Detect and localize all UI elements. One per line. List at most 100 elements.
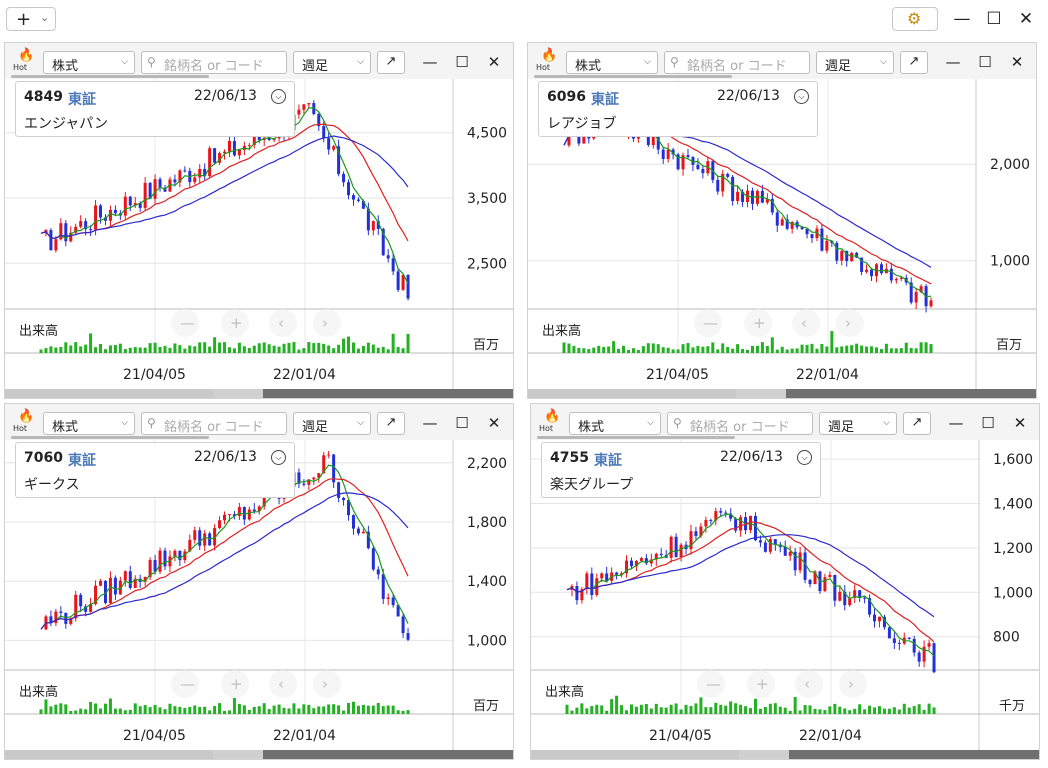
popout-button[interactable]: ↗ <box>377 51 405 74</box>
candle <box>731 176 735 202</box>
navigator-handle[interactable] <box>213 389 263 399</box>
candle <box>351 515 355 529</box>
symbol-code: 4849 <box>24 89 63 105</box>
hot-button[interactable]: 🔥 Hot <box>13 410 35 434</box>
navigator-handle[interactable] <box>736 389 786 399</box>
hot-button[interactable]: 🔥 Hot <box>13 49 35 73</box>
expand-icon[interactable]: ⌵ <box>271 450 286 465</box>
settings-button[interactable]: ⚙ <box>892 7 938 31</box>
popout-button[interactable]: ↗ <box>377 412 405 435</box>
zoom-out-button[interactable]: — <box>180 314 195 332</box>
symbol-search-input[interactable]: ⚲ 銘柄名 or コード <box>141 51 287 74</box>
panel-maximize-button[interactable]: ☐ <box>455 53 469 71</box>
candle <box>322 126 326 139</box>
volume-bar <box>790 348 794 353</box>
panel-minimize-button[interactable]: — <box>945 53 961 71</box>
volume-bar <box>361 704 365 714</box>
panel-close-button[interactable]: ✕ <box>1010 53 1024 71</box>
period-select[interactable]: 週足 ⌵ <box>816 51 894 74</box>
volume-bar <box>103 703 107 714</box>
panel-close-button[interactable]: ✕ <box>1013 414 1027 432</box>
expand-icon[interactable]: ⌵ <box>271 89 286 104</box>
horizontal-scrollbar[interactable] <box>11 436 209 439</box>
zoom-in-button[interactable]: + <box>230 675 243 693</box>
volume-bar <box>262 703 266 714</box>
candle <box>94 585 98 605</box>
panel-minimize-button[interactable]: — <box>948 414 964 432</box>
expand-icon[interactable]: ⌵ <box>797 450 812 465</box>
candle <box>788 551 792 556</box>
period-select[interactable]: 週足 ⌵ <box>293 51 371 74</box>
scroll-prev-button[interactable]: ‹ <box>278 675 284 693</box>
scroll-prev-button[interactable]: ‹ <box>278 314 284 332</box>
candle <box>193 177 197 183</box>
candle <box>863 597 867 599</box>
symbol-search-input[interactable]: ⚲ 銘柄名 or コード <box>667 412 813 435</box>
instrument-type-select[interactable]: 株式 ⌵ <box>43 412 135 435</box>
window-maximize-button[interactable]: ☐ <box>986 9 1002 29</box>
zoom-in-button[interactable]: + <box>753 314 766 332</box>
hot-button[interactable]: 🔥 Hot <box>536 49 558 73</box>
panel-close-button[interactable]: ✕ <box>487 53 501 71</box>
symbol-code: 7060 <box>24 450 63 466</box>
period-select[interactable]: 週足 ⌵ <box>293 412 371 435</box>
candle <box>887 627 891 639</box>
navigator-handle[interactable] <box>213 750 263 760</box>
volume-bar <box>686 343 690 353</box>
scroll-prev-button[interactable]: ‹ <box>804 675 810 693</box>
candle <box>659 553 663 556</box>
scroll-next-button[interactable]: › <box>845 314 851 332</box>
panel-maximize-button[interactable]: ☐ <box>981 414 995 432</box>
scroll-prev-button[interactable]: ‹ <box>801 314 807 332</box>
volume-bar <box>118 708 122 714</box>
popout-button[interactable]: ↗ <box>903 412 931 435</box>
scroll-next-button[interactable]: › <box>848 675 854 693</box>
zoom-out-button[interactable]: — <box>706 675 721 693</box>
period-value: 週足 <box>302 420 329 435</box>
window-minimize-button[interactable]: — <box>953 9 971 29</box>
volume-bar <box>223 342 227 353</box>
navigator-handle[interactable] <box>739 750 789 760</box>
volume-bar <box>223 710 227 714</box>
scroll-next-button[interactable]: › <box>322 314 328 332</box>
zoom-out-button[interactable]: — <box>180 675 195 693</box>
instrument-type-select[interactable]: 株式 ⌵ <box>569 412 661 435</box>
volume-bar <box>232 348 236 353</box>
volume-bar <box>763 707 767 714</box>
zoom-in-button[interactable]: + <box>756 675 769 693</box>
scroll-next-button[interactable]: › <box>322 675 328 693</box>
candle <box>366 531 370 549</box>
candle <box>347 500 351 516</box>
symbol-search-input[interactable]: ⚲ 銘柄名 or コード <box>664 51 810 74</box>
volume-bar <box>805 344 809 353</box>
volume-bar <box>247 709 251 714</box>
volume-bar <box>118 343 122 353</box>
expand-icon[interactable]: ⌵ <box>794 89 809 104</box>
panel-minimize-button[interactable]: — <box>422 53 438 71</box>
add-panel-button[interactable]: + ⌄ <box>6 7 56 31</box>
instrument-type-select[interactable]: 株式 ⌵ <box>43 51 135 74</box>
panel-close-button[interactable]: ✕ <box>487 414 501 432</box>
candle <box>912 638 916 653</box>
panel-maximize-button[interactable]: ☐ <box>978 53 992 71</box>
candle <box>371 548 375 570</box>
volume-bar <box>848 710 852 714</box>
popout-button[interactable]: ↗ <box>900 51 928 74</box>
volume-bar <box>750 345 754 353</box>
volume-bar <box>615 695 619 714</box>
instrument-type-select[interactable]: 株式 ⌵ <box>566 51 658 74</box>
hot-button[interactable]: 🔥 Hot <box>539 410 561 434</box>
zoom-out-button[interactable]: — <box>703 314 718 332</box>
volume-bar <box>79 346 83 353</box>
panel-maximize-button[interactable]: ☐ <box>455 414 469 432</box>
window-close-button[interactable]: ✕ <box>1018 9 1034 29</box>
panel-minimize-button[interactable]: — <box>422 414 438 432</box>
volume-bar <box>128 709 132 714</box>
candle <box>99 205 103 218</box>
horizontal-scrollbar[interactable] <box>537 436 735 439</box>
horizontal-scrollbar[interactable] <box>11 75 209 78</box>
symbol-search-input[interactable]: ⚲ 銘柄名 or コード <box>141 412 287 435</box>
horizontal-scrollbar[interactable] <box>534 75 732 78</box>
zoom-in-button[interactable]: + <box>230 314 243 332</box>
period-select[interactable]: 週足 ⌵ <box>819 412 897 435</box>
